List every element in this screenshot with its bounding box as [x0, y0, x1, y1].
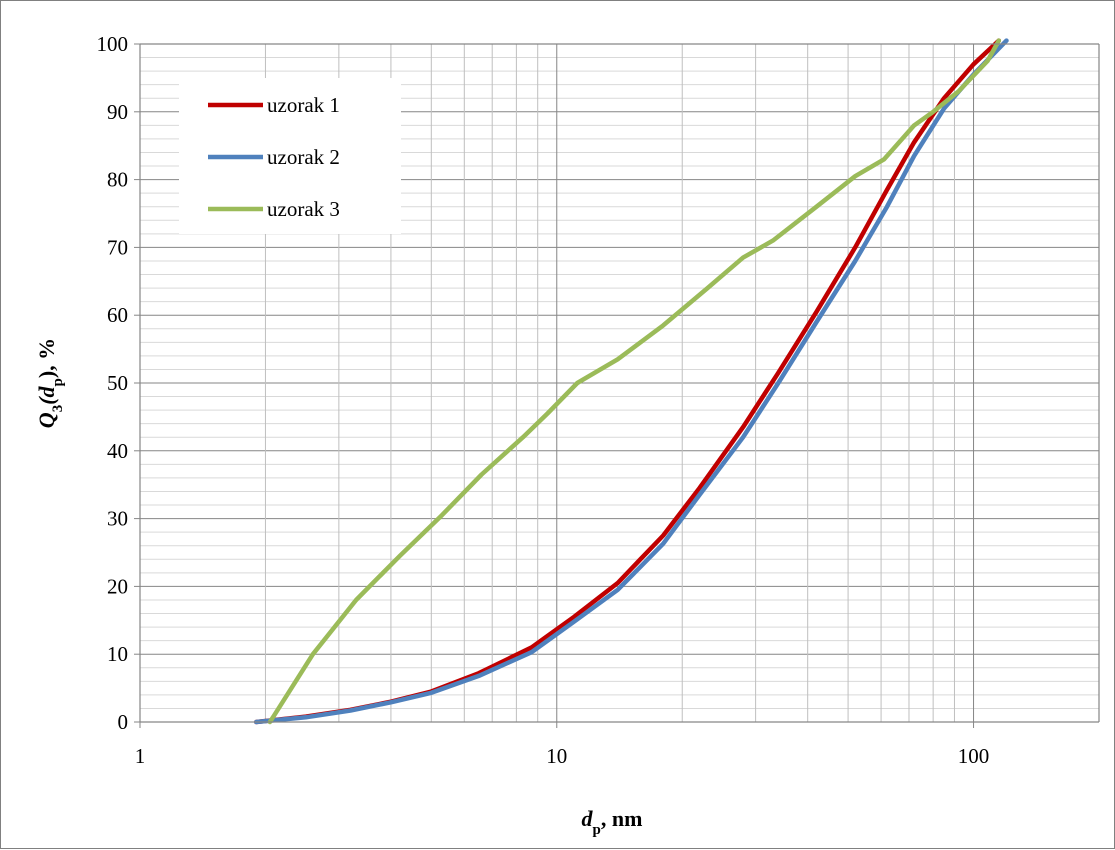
- y-tick-label: 70: [107, 235, 128, 259]
- y-axis-title-subscript-2: p: [50, 378, 66, 386]
- x-tick-label: 1: [135, 744, 146, 768]
- y-tick-label: 0: [118, 710, 129, 734]
- y-axis-title-middle: (d: [34, 385, 59, 404]
- x-axis-title-main: d: [582, 806, 594, 831]
- grid: [139, 43, 1100, 723]
- y-tick-label: 90: [107, 100, 128, 124]
- series-line-3: [267, 38, 1002, 725]
- y-tick-label: 20: [107, 574, 128, 598]
- x-axis-title: dp, nm: [582, 806, 643, 838]
- legend-label-2: uzorak 2: [267, 145, 340, 169]
- series-line-2: [253, 38, 1009, 725]
- legend-label-3: uzorak 3: [267, 197, 340, 221]
- y-tick-label: 30: [107, 507, 128, 531]
- y-tick-label: 60: [107, 303, 128, 327]
- legend-label-1: uzorak 1: [267, 93, 340, 117]
- y-axis-title-main: Q: [34, 412, 59, 428]
- y-tick-label: 50: [107, 371, 128, 395]
- y-tick-label: 80: [107, 168, 128, 192]
- y-axis-title-subscript-1: 3: [50, 405, 66, 413]
- y-tick-label: 100: [97, 32, 129, 56]
- x-axis-title-unit: , nm: [601, 806, 643, 831]
- y-tick-label: 40: [107, 439, 128, 463]
- series-layer: [253, 38, 1009, 725]
- y-axis-title-unit: ), %: [34, 338, 59, 378]
- x-tick-label: 10: [546, 744, 567, 768]
- x-tick-label: 100: [958, 744, 990, 768]
- legend: uzorak 1 uzorak 2 uzorak 3: [179, 78, 401, 234]
- y-tick-label: 10: [107, 642, 128, 666]
- x-axis-title-subscript: p: [593, 822, 601, 838]
- y-axis-title: Q3(dp), %: [34, 338, 66, 428]
